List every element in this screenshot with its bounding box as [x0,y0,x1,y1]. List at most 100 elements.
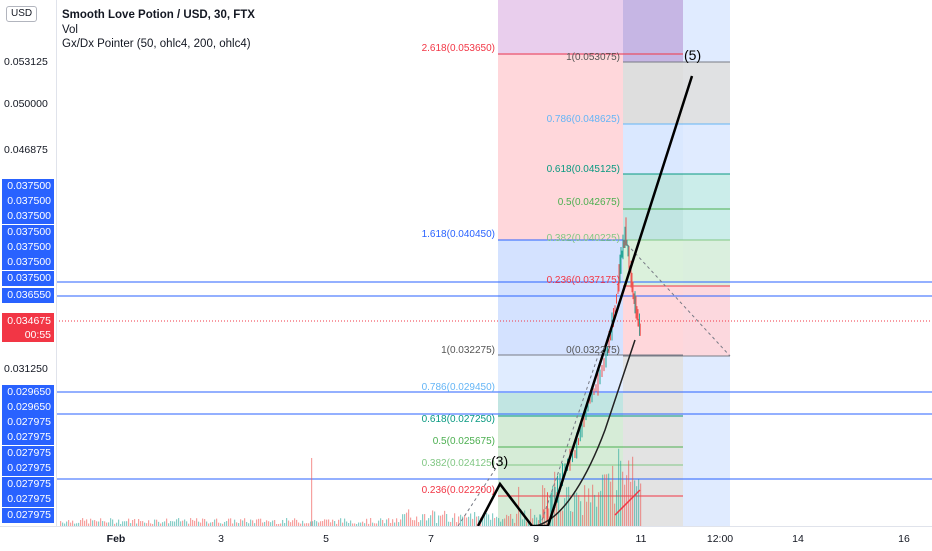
volume-bar [174,521,176,526]
volume-bar [92,520,94,526]
volume-bar [84,520,86,526]
volume-bar [520,508,522,526]
time-tick: 16 [898,533,910,545]
volume-bar [628,460,630,526]
volume-bar [288,520,290,526]
volume-bar [548,508,550,526]
volume-bar [348,522,350,526]
volume-bar [214,519,216,526]
volume-bar [590,502,592,526]
volume-bar [540,515,542,526]
volume-bar [124,521,126,526]
hline-price-tag: 0.027975 [2,461,54,476]
symbol-title[interactable]: Smooth Love Potion / USD, 30, FTX [62,9,255,21]
volume-bar [311,458,313,526]
volume-bar [142,521,144,526]
volume-bar [82,518,84,526]
volume-bar [506,514,508,526]
volume-bar [62,522,64,526]
volume-bar [188,523,190,526]
hline-price-tag: 0.037500 [2,209,54,224]
volume-bar [382,520,384,526]
fib-right-label-0: 0(0.032275) [566,345,620,356]
volume-bar [202,518,204,526]
volume-bar [468,516,470,526]
volume-bar [364,523,366,526]
volume-bar [184,519,186,526]
volume-bar [286,518,288,526]
volume-bar [140,521,142,526]
volume-legend[interactable]: Vol [62,23,78,36]
volume-bar [238,523,240,526]
fib-label-0618: 0.618(0.027250) [422,414,495,425]
volume-bar [88,523,90,526]
volume-bar [450,521,452,526]
volume-bar [584,485,586,526]
volume-bar [606,474,608,526]
volume-bar [404,514,406,526]
volume-bar [338,519,340,526]
volume-bar [582,515,584,526]
volume-bar [446,514,448,526]
volume-bar [514,522,516,526]
volume-bar [412,520,414,526]
volume-bar [116,522,118,526]
time-tick: 3 [218,533,224,545]
fib-right-teal [623,174,683,240]
hline-price-tag: 0.037500 [2,240,54,255]
wave-label-3[interactable]: (3) [491,453,508,469]
time-tick: 12:00 [706,533,734,545]
volume-bar [302,520,304,526]
ma-curve [534,339,636,526]
horizontal-lines[interactable] [56,281,932,480]
volume-bar [280,523,282,526]
chart-legend[interactable]: Smooth Love Potion / USD, 30, FTX Vol Gx… [62,8,255,52]
volume-bar [104,521,106,526]
volume-bar [560,511,562,526]
volume-bar [596,506,598,526]
volume-bar [374,523,376,526]
volume-bar [118,519,120,526]
volume-bar [72,520,74,526]
volume-bar [538,520,540,526]
volume-bar [166,518,168,526]
volume-bar [418,522,420,526]
last-price-tag: 0.034675 00:55 [2,313,54,342]
time-axis[interactable]: Feb 3 5 7 9 11 12:00 14 16 [0,526,932,551]
volume-bar [372,522,374,526]
volume-bar [78,522,80,526]
indicator-legend[interactable]: Gx/Dx Pointer (50, ohlc4, 200, ohlc4) [62,38,251,50]
volume-bar [542,485,544,526]
volume-bar [466,517,468,526]
volume-bar [452,517,454,526]
volume-bar [106,522,108,526]
price-axis[interactable]: USD 0.053125 0.050000 0.046875 0.037500 … [0,0,57,526]
volume-bar [424,514,426,526]
volume-bar [282,519,284,526]
volume-bar [332,519,334,526]
volume-bar [312,521,314,526]
volume-bar [426,520,428,526]
volume-bar [388,518,390,526]
volume-bar [114,523,116,526]
volume-bar [346,521,348,526]
elliott-wave-line[interactable] [476,75,694,526]
hline-price-tag: 0.037500 [2,255,54,270]
volume-bar [268,521,270,526]
volume-bar [608,473,610,526]
wave-label-5[interactable]: (5) [684,47,701,63]
volume-bar [500,521,502,526]
volume-bar [604,474,606,526]
volume-bar [508,516,510,526]
volume-bar [128,518,130,526]
chart-canvas[interactable]: 2.618(0.053650) 1.618(0.040450) 1(0.0322… [0,0,932,526]
volume-bar [556,492,558,526]
volume-bar [602,474,604,526]
volume-bar [598,492,600,526]
currency-tag[interactable]: USD [6,6,38,22]
volume-bar [428,518,430,526]
fib-label-05: 0.5(0.025675) [433,436,495,447]
volume-bar [432,510,434,526]
fib-zone-teal [498,393,623,416]
